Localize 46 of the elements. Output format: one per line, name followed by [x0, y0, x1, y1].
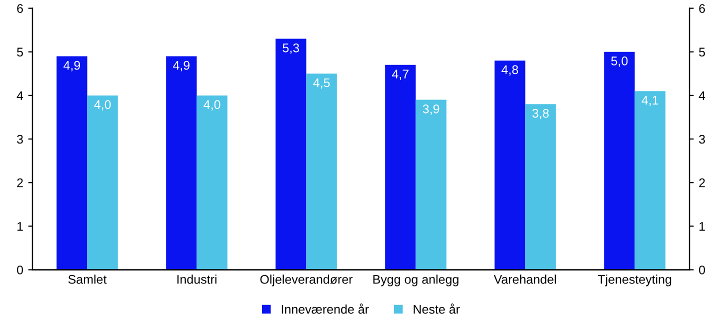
y-tick-label: 1 [17, 222, 23, 231]
bar [56, 56, 88, 270]
bar [416, 100, 446, 270]
y2-tick-label: 5 [699, 48, 705, 57]
data-label: 4,9 [64, 60, 80, 72]
y-tick-label: 3 [16, 134, 23, 144]
y2-tick-label: 2 [699, 178, 705, 188]
x-tick-label: Samlet [68, 274, 107, 284]
x-tick-label: Varehandel [494, 274, 556, 284]
bar [87, 95, 118, 270]
data-label: 3,8 [532, 108, 549, 120]
y-tick-label: 2 [17, 178, 23, 188]
data-label: 3,9 [422, 104, 440, 115]
legend-label: Inneværende år [282, 304, 369, 314]
bar [306, 74, 337, 270]
data-label: 4,0 [94, 100, 111, 110]
data-label: 4,9 [173, 60, 190, 72]
y2-tick-label: 1 [699, 222, 705, 231]
x-tick-label: Oljeleverandører [260, 274, 353, 286]
data-label: 5,0 [611, 56, 628, 67]
bar [604, 52, 635, 270]
x-tick-label: Bygg og anlegg [373, 274, 458, 286]
bar [525, 104, 556, 270]
data-label: 4,0 [204, 100, 220, 110]
y-tick-label: 5 [17, 48, 23, 57]
data-label: 5,3 [282, 43, 300, 54]
data-label: 4,7 [392, 70, 408, 80]
x-tick-label: Tjenesteyting [598, 274, 672, 286]
data-label: 4,5 [313, 78, 330, 89]
y-tick-label: 6 [17, 4, 23, 13]
bar [634, 91, 666, 270]
y2-tick-label: 6 [699, 4, 705, 13]
y-tick-label: 4 [16, 91, 24, 100]
bar [494, 60, 526, 270]
y2-tick-label: 3 [699, 134, 705, 144]
data-label: 4,8 [502, 65, 518, 76]
bar [276, 38, 306, 270]
bar [166, 56, 197, 270]
y-tick-label: 0 [17, 266, 23, 274]
bar [196, 95, 228, 270]
data-label: 4,1 [642, 96, 658, 106]
bar [385, 64, 416, 270]
x-tick-label: Industri [177, 274, 216, 284]
y2-tick-label: 4 [698, 91, 706, 100]
y2-tick-label: 0 [699, 266, 705, 274]
legend-label: Neste år [414, 304, 460, 314]
